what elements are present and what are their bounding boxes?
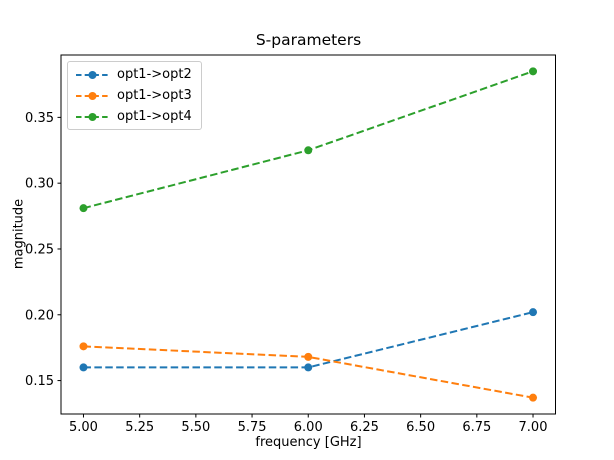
x-tick-label: 6.75 xyxy=(462,420,491,435)
series-marker-opt1-opt4 xyxy=(529,67,538,76)
chart-title: S-parameters xyxy=(255,31,362,49)
x-tick-label: 7.00 xyxy=(519,420,548,435)
y-tick-label: 0.20 xyxy=(25,308,54,323)
series-marker-opt1-opt2 xyxy=(529,308,538,317)
y-tick-label: 0.25 xyxy=(25,242,54,257)
y-tick-label: 0.30 xyxy=(25,177,54,192)
legend: opt1->opt2 opt1->opt3 opt1->opt4 xyxy=(67,61,202,130)
x-axis-label: frequency [GHz] xyxy=(255,435,362,450)
series-marker-opt1-opt3 xyxy=(304,352,313,361)
x-tick-label: 5.75 xyxy=(238,420,267,435)
y-tick-label: 0.35 xyxy=(25,111,54,126)
legend-line-sample xyxy=(76,112,109,121)
series-marker-opt1-opt2 xyxy=(304,363,313,372)
x-tick-label: 6.00 xyxy=(294,420,323,435)
x-tick-label: 6.25 xyxy=(350,420,379,435)
legend-item-opt1-opt2: opt1->opt2 xyxy=(75,64,192,85)
legend-label: opt1->opt3 xyxy=(117,88,192,103)
series-marker-opt1-opt2 xyxy=(79,363,88,372)
y-tick-label: 0.15 xyxy=(25,374,54,389)
x-tick-label: 6.50 xyxy=(406,420,435,435)
legend-item-opt1-opt3: opt1->opt3 xyxy=(75,85,192,106)
legend-label: opt1->opt4 xyxy=(117,109,192,124)
legend-line-sample xyxy=(76,70,109,79)
x-tick-label: 5.00 xyxy=(69,420,98,435)
series-marker-opt1-opt3 xyxy=(529,393,538,402)
series-marker-opt1-opt4 xyxy=(79,204,88,213)
x-tick-label: 5.25 xyxy=(125,420,154,435)
x-tick-label: 5.50 xyxy=(181,420,210,435)
legend-label: opt1->opt2 xyxy=(117,67,192,82)
legend-line-sample xyxy=(76,91,109,100)
legend-item-opt1-opt4: opt1->opt4 xyxy=(75,106,192,127)
series-marker-opt1-opt4 xyxy=(304,146,313,155)
series-marker-opt1-opt3 xyxy=(79,342,88,351)
